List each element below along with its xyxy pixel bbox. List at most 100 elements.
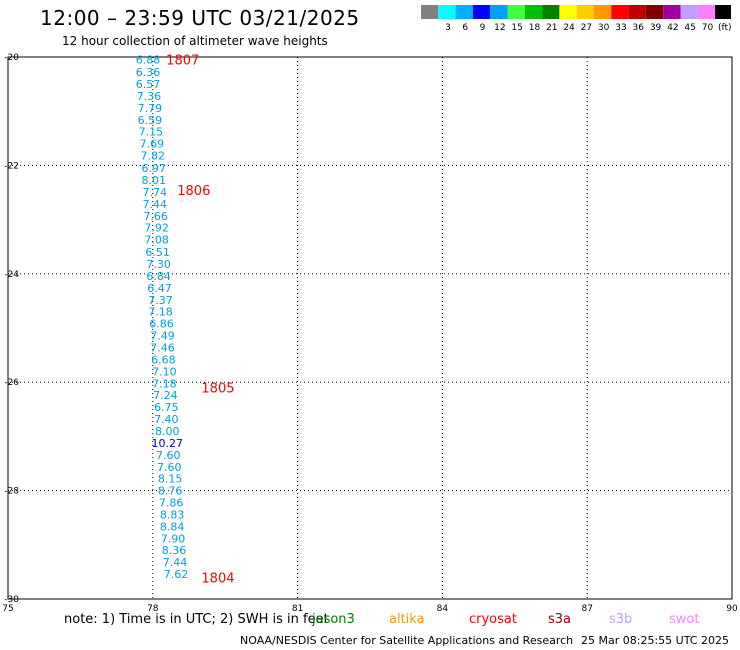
colorbar-swatch (715, 5, 731, 19)
wave-height-point: 6.36 (136, 66, 161, 79)
colorbar-swatch (680, 5, 698, 19)
colorbar-swatch (507, 5, 525, 19)
x-tick-label: 78 (147, 604, 159, 612)
wave-height-point: 7.69 (140, 138, 165, 151)
wave-height-point: 7.44 (142, 198, 167, 211)
colorbar-label: 45 (684, 23, 695, 33)
colorbar-swatch (542, 5, 560, 19)
colorbar-swatch (472, 5, 491, 19)
wave-height-point: 7.60 (156, 449, 181, 462)
colorbar-label: 15 (511, 23, 522, 33)
colorbar-swatch (594, 5, 612, 19)
wave-height-point: 8.36 (162, 544, 187, 557)
wave-height-point: 7.15 (139, 125, 164, 138)
wave-height-point: 6.86 (149, 318, 174, 331)
colorbar-swatch (524, 5, 543, 19)
colorbar-swatch (455, 5, 473, 19)
wave-height-point: 6.97 (142, 162, 167, 175)
wave-height-point: 6.75 (154, 401, 179, 414)
wave-height-point: 6.51 (145, 246, 170, 259)
wave-height-point: 7.44 (163, 556, 188, 569)
wave-height-point: 8.83 (160, 508, 185, 521)
mission-swot: swot (669, 612, 700, 627)
wave-height-point: 7.46 (150, 342, 175, 355)
y-tick-label: -22 (4, 161, 19, 171)
wave-height-point: 7.10 (152, 365, 177, 378)
time-annotation: 1807 (166, 54, 199, 69)
colorbar-label: 24 (563, 23, 575, 33)
colorbar-swatch (611, 5, 629, 19)
wave-height-point: 6.68 (151, 353, 176, 366)
wave-height-point: 7.08 (144, 234, 169, 247)
wave-height-point: 6.84 (146, 270, 171, 283)
colorbar-label: 36 (633, 23, 645, 33)
colorbar-label: 18 (529, 23, 541, 33)
wave-height-point: 7.36 (137, 90, 162, 103)
wave-height-point: 8.15 (158, 473, 183, 486)
x-tick-label: 90 (726, 604, 738, 612)
wave-height-point: 7.49 (150, 330, 175, 343)
wave-height-point: 6.59 (138, 114, 163, 127)
time-annotation: 1805 (201, 382, 234, 397)
colorbar-swatch (438, 5, 456, 19)
wave-height-point: 8.84 (160, 520, 185, 533)
colorbar-swatch (663, 5, 681, 19)
note-text: note: 1) Time is in UTC; 2) SWH is in fe… (64, 612, 329, 627)
colorbar-swatch (645, 5, 664, 19)
x-tick-label: 75 (2, 604, 13, 612)
wave-height-point: 8.00 (155, 425, 180, 438)
mission-legend: jason3 altika cryosat s3a s3b swot (0, 612, 740, 630)
colorbar-label: (ft) (718, 23, 731, 33)
x-tick-label: 87 (581, 604, 592, 612)
plot-frame (7, 56, 733, 600)
wave-height-point: 7.66 (143, 210, 168, 223)
wave-height-point: 7.86 (159, 497, 184, 510)
wave-height-point: 7.24 (153, 389, 178, 402)
page-subtitle: 12 hour collection of altimeter wave hei… (62, 34, 328, 48)
colorbar-label: 33 (615, 23, 626, 33)
y-tick-label: -24 (4, 270, 19, 280)
color-legend: 3 6 9 12 15 18 21 24 27 30 33 36 39 42 45 70 (ft) (421, 5, 731, 33)
footer-timestamp: 25 Mar 08:25:55 UTC 2025 (581, 634, 729, 647)
wave-height-point: 10.27 (152, 437, 184, 450)
wave-height-point: 7.74 (142, 186, 167, 199)
time-annotation: 1804 (201, 571, 234, 586)
x-tick-label: 81 (292, 604, 303, 612)
wave-height-point: 7.90 (161, 532, 186, 545)
time-annotation: 1806 (177, 184, 210, 199)
colorbar-swatch (421, 5, 439, 19)
y-tick-label: -20 (4, 53, 19, 63)
wave-height-point: 8.01 (142, 174, 167, 187)
colorbar-swatch (559, 5, 577, 19)
colorbar-label: 9 (480, 23, 486, 33)
mission-cryosat: cryosat (469, 612, 517, 627)
wave-height-point: 7.82 (141, 150, 166, 163)
wave-height-point: 7.37 (148, 294, 173, 307)
wave-height-point: 8.76 (158, 485, 183, 498)
wave-height-point: 7.18 (148, 306, 173, 319)
colorbar-label: 30 (598, 23, 610, 33)
wave-height-point: 7.62 (164, 568, 189, 581)
mission-s3b: s3b (609, 612, 633, 627)
colorbar-label: 42 (667, 23, 678, 33)
colorbar-swatch (697, 5, 716, 19)
wave-height-point: 7.40 (154, 413, 179, 426)
wave-height-point: 7.60 (157, 461, 182, 474)
mission-altika: altika (389, 612, 425, 627)
wave-height-point: 6.47 (147, 282, 172, 295)
footer-credit: NOAA/NESDIS Center for Satellite Applica… (240, 634, 574, 647)
colorbar-label: 6 (462, 23, 468, 33)
x-tick-label: 84 (437, 604, 449, 612)
colorbar-label: 3 (445, 23, 451, 33)
mission-jason3: jason3 (312, 612, 355, 627)
wave-height-point: 7.92 (144, 222, 169, 235)
chart-plot: 75 78 81 84 87 90-20-22-24-26-28-306.886.366.… (2, 53, 738, 612)
y-tick-label: -26 (4, 378, 19, 388)
colorbar-swatch (628, 5, 646, 19)
mission-s3a: s3a (548, 612, 572, 627)
wave-height-point: 6.88 (136, 54, 161, 67)
colorbar-label: 12 (494, 23, 505, 33)
wave-height-point: 7.79 (138, 102, 163, 115)
colorbar-label: 21 (546, 23, 557, 33)
wave-height-point: 7.18 (152, 377, 177, 390)
